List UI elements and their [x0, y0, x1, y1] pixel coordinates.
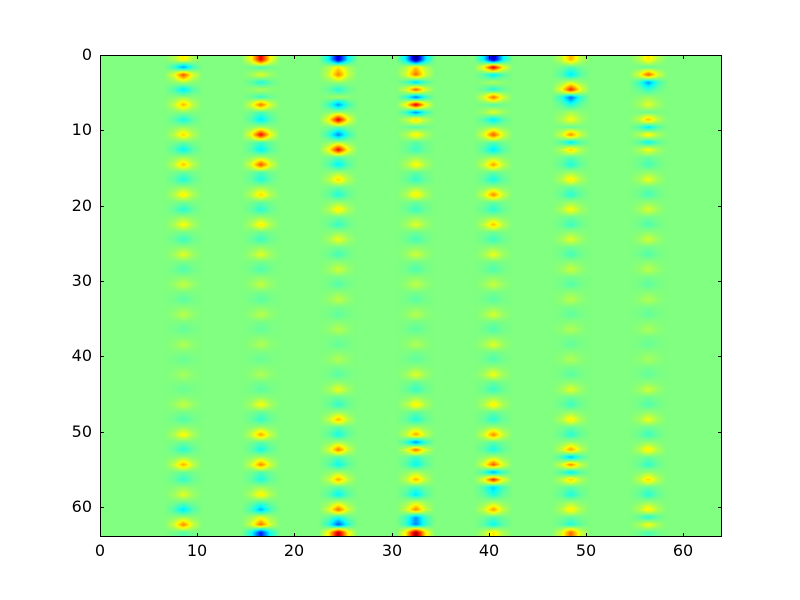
y-tick-mark: [718, 507, 722, 508]
x-tick-mark: [586, 533, 587, 537]
x-tick-label: 0: [94, 541, 106, 560]
x-tick-label: 50: [575, 541, 597, 560]
x-tick-mark: [683, 533, 684, 537]
x-tick-label: 10: [186, 541, 208, 560]
y-tick-mark: [100, 55, 104, 56]
x-tick-mark: [100, 55, 101, 59]
y-tick-label: 60: [71, 497, 92, 516]
x-tick-mark: [489, 533, 490, 537]
y-tick-mark: [100, 356, 104, 357]
y-tick-mark: [100, 281, 104, 282]
y-tick-mark: [718, 130, 722, 131]
y-tick-mark: [100, 130, 104, 131]
y-tick-label: 30: [71, 271, 92, 290]
x-tick-mark: [294, 55, 295, 59]
x-tick-label: 60: [672, 541, 694, 560]
y-tick-mark: [100, 432, 104, 433]
y-tick-label: 20: [71, 196, 92, 215]
x-tick-mark: [100, 533, 101, 537]
y-tick-mark: [718, 55, 722, 56]
heatmap-axes[interactable]: [100, 55, 722, 537]
y-tick-mark: [100, 206, 104, 207]
y-tick-mark: [100, 507, 104, 508]
x-tick-label: 30: [381, 541, 403, 560]
x-tick-label: 20: [283, 541, 305, 560]
x-tick-label: 40: [478, 541, 500, 560]
x-tick-mark: [392, 533, 393, 537]
y-tick-mark: [718, 432, 722, 433]
y-tick-label: 0: [81, 45, 92, 64]
x-tick-mark: [392, 55, 393, 59]
x-tick-mark: [294, 533, 295, 537]
x-tick-mark: [586, 55, 587, 59]
x-tick-mark: [683, 55, 684, 59]
y-tick-mark: [718, 281, 722, 282]
y-tick-mark: [718, 356, 722, 357]
heatmap-image: [101, 56, 721, 536]
y-tick-mark: [718, 206, 722, 207]
y-tick-label: 40: [71, 346, 92, 365]
y-tick-label: 10: [71, 120, 92, 139]
y-tick-label: 50: [71, 422, 92, 441]
x-tick-mark: [197, 55, 198, 59]
x-tick-mark: [197, 533, 198, 537]
x-tick-mark: [489, 55, 490, 59]
